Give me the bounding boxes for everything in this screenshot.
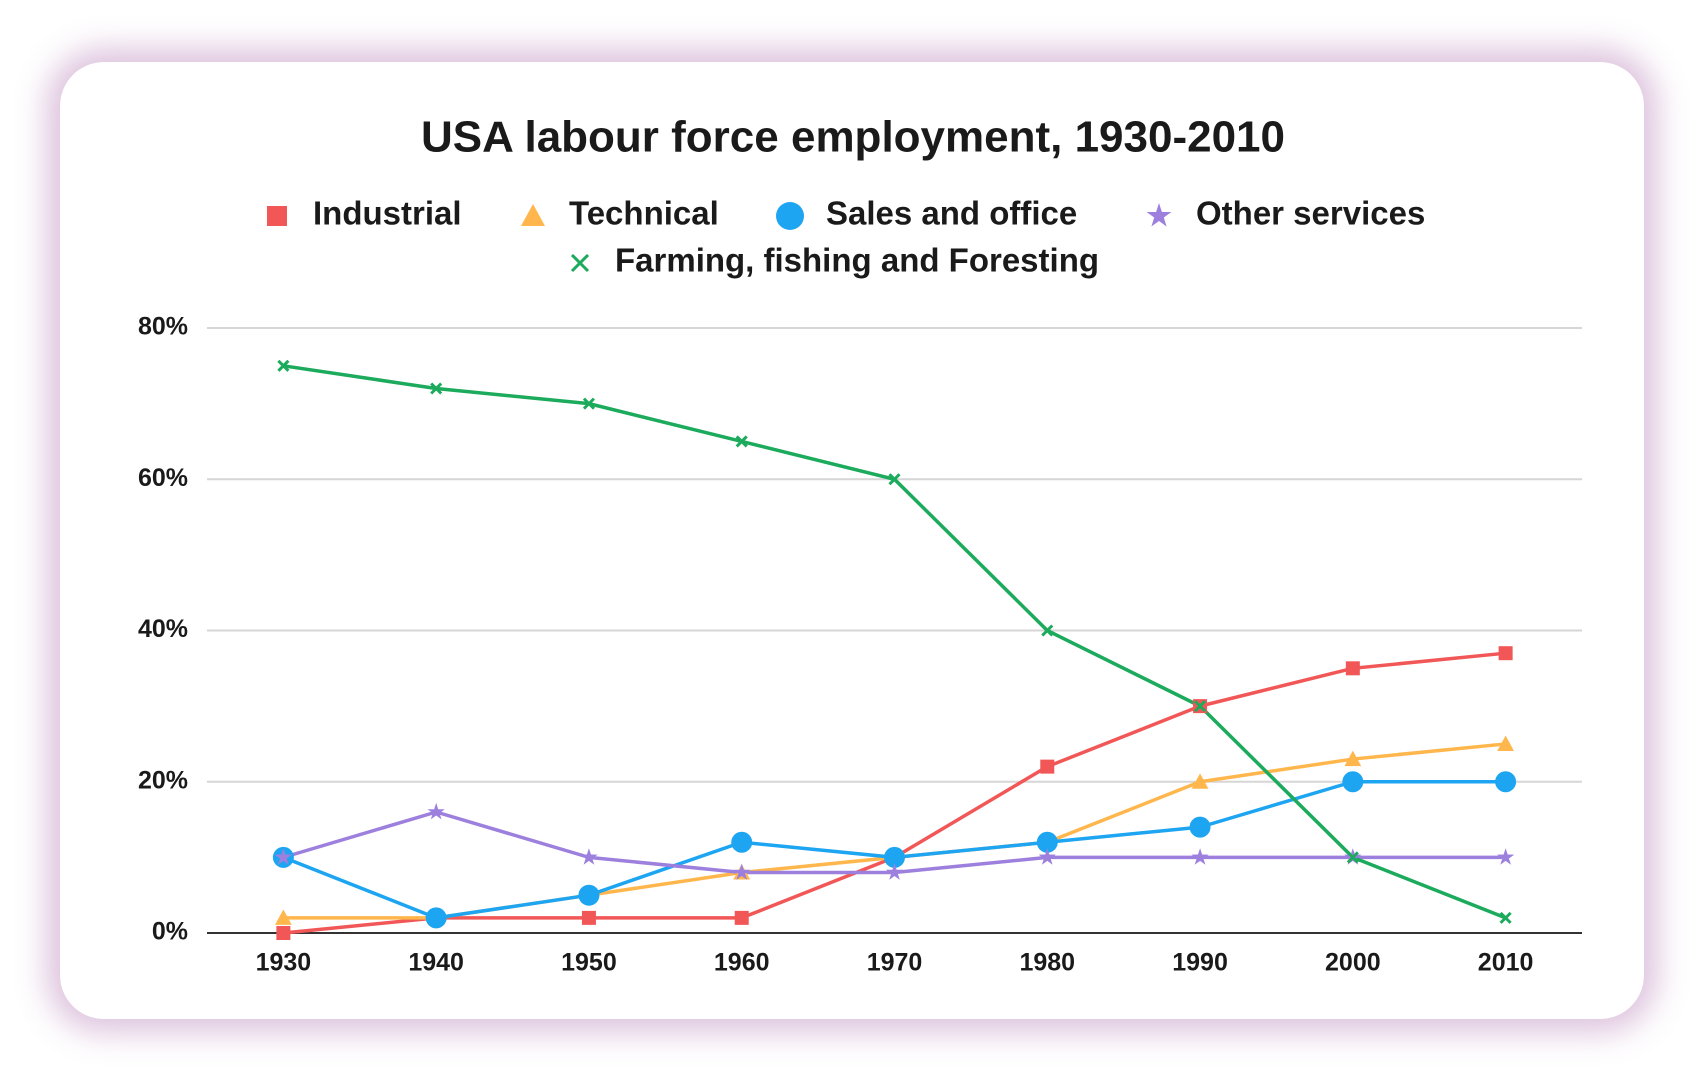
legend-label: Other services xyxy=(1196,195,1425,232)
x-tick-label: 2000 xyxy=(1325,949,1381,977)
marker xyxy=(734,910,749,925)
series-line xyxy=(283,742,1506,920)
marker xyxy=(578,884,600,906)
y-tick-label: 20% xyxy=(138,766,188,794)
legend-label: Technical xyxy=(569,195,719,232)
series-line xyxy=(283,651,1506,935)
legend-label: Sales and office xyxy=(826,195,1077,232)
legend-label: Industrial xyxy=(313,195,462,232)
marker xyxy=(582,397,596,410)
x-tick-label: 2010 xyxy=(1478,949,1534,977)
marker xyxy=(1038,848,1056,865)
y-tick-label: 80% xyxy=(138,313,188,341)
x-tick-label: 1950 xyxy=(561,949,617,977)
series-line xyxy=(283,364,1507,920)
y-tick-label: 60% xyxy=(138,464,188,492)
marker xyxy=(274,848,292,865)
marker xyxy=(425,907,447,929)
x-tick-label: 1960 xyxy=(714,949,770,977)
marker xyxy=(276,926,291,940)
legend-label: Farming, fishing and Foresting xyxy=(615,242,1099,279)
marker xyxy=(885,863,904,880)
marker xyxy=(1345,661,1360,676)
marker xyxy=(1342,771,1364,793)
marker xyxy=(430,382,443,395)
marker xyxy=(733,863,751,880)
marker xyxy=(1498,646,1513,661)
marker xyxy=(1346,851,1359,864)
marker xyxy=(277,359,290,372)
marker xyxy=(1036,831,1058,853)
marker xyxy=(884,846,905,868)
marker xyxy=(1497,848,1515,865)
legend-marker xyxy=(521,204,545,226)
marker xyxy=(427,802,445,820)
marker xyxy=(1040,759,1055,774)
legend-marker xyxy=(570,253,590,273)
marker xyxy=(1344,750,1362,767)
marker xyxy=(1041,624,1054,637)
x-tick-label: 1970 xyxy=(867,949,923,977)
marker xyxy=(1499,911,1512,924)
x-tick-label: 1930 xyxy=(256,949,312,977)
y-tick-label: 40% xyxy=(138,615,188,643)
marker xyxy=(731,831,753,853)
marker xyxy=(274,909,292,925)
y-tick-label: 0% xyxy=(152,918,188,946)
marker xyxy=(581,910,596,925)
marker xyxy=(888,473,901,486)
marker xyxy=(1191,848,1209,865)
x-tick-label: 1980 xyxy=(1019,949,1075,977)
x-tick-label: 1940 xyxy=(408,949,464,977)
marker xyxy=(1193,700,1207,713)
marker xyxy=(735,435,748,448)
chart-title: USA labour force employment, 1930-2010 xyxy=(421,113,1285,162)
marker xyxy=(1497,735,1515,751)
marker xyxy=(1191,773,1209,789)
legend-marker xyxy=(1146,203,1172,227)
marker xyxy=(1189,816,1211,838)
chart-card xyxy=(60,62,1644,1019)
marker xyxy=(1495,771,1517,793)
legend-marker xyxy=(776,202,804,230)
legend-marker xyxy=(267,206,287,226)
x-tick-label: 1990 xyxy=(1172,949,1228,977)
marker xyxy=(580,848,598,865)
